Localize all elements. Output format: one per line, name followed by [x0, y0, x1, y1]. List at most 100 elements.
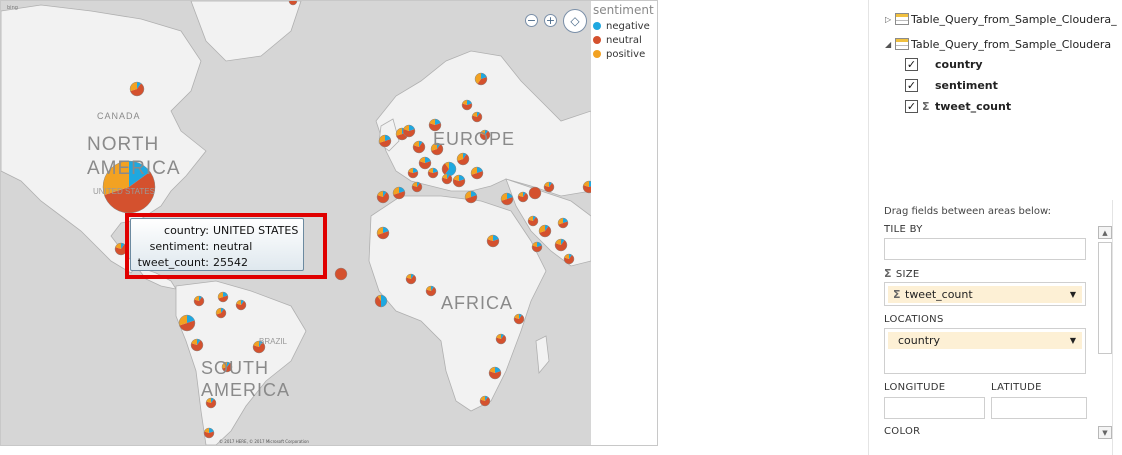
country-bubble[interactable]: [528, 186, 542, 200]
bubble-slice: [480, 130, 485, 135]
navigate-icon[interactable]: ◇: [563, 9, 587, 33]
country-bubble[interactable]: [527, 215, 539, 227]
country-bubble[interactable]: [557, 217, 569, 229]
country-bubble[interactable]: [392, 186, 406, 200]
country-bubble[interactable]: [471, 111, 483, 123]
table-item-1[interactable]: ▷ Table_Query_from_Sample_Cloudera_: [885, 10, 1122, 28]
tooltip-row-sentiment: sentiment: neutral: [131, 239, 303, 255]
country-bubble[interactable]: [464, 190, 478, 204]
expand-arrow-icon[interactable]: ▷: [885, 14, 892, 24]
country-bubble[interactable]: [374, 294, 388, 308]
bubble-outline: [215, 307, 227, 319]
country-bubble[interactable]: [513, 313, 525, 325]
locations-drop-zone[interactable]: country ▼: [884, 328, 1086, 374]
collapse-arrow-icon[interactable]: ◢: [885, 39, 892, 49]
label-south-america: SOUTH AMERICA: [201, 358, 291, 400]
country-bubble[interactable]: [334, 267, 348, 281]
field-tweet-count[interactable]: ✓ Σ tweet_count: [905, 97, 1011, 115]
country-bubble[interactable]: [221, 361, 233, 373]
bubble-slice: [253, 342, 265, 353]
country-bubble[interactable]: [376, 226, 390, 240]
country-bubble[interactable]: [205, 397, 217, 409]
zoom-out-button[interactable]: −: [525, 14, 538, 27]
country-bubble[interactable]: [215, 307, 227, 319]
country-bubble[interactable]: [470, 166, 484, 180]
bubble-outline: [221, 361, 233, 373]
country-bubble[interactable]: [235, 299, 247, 311]
table-item-2[interactable]: ◢ Table_Query_from_Sample_Cloudera: [885, 35, 1122, 53]
country-bubble[interactable]: [407, 167, 419, 179]
country-bubble[interactable]: [178, 314, 196, 332]
field-country[interactable]: ✓ country: [905, 55, 983, 73]
country-bubbles[interactable]: [102, 1, 591, 439]
country-bubble[interactable]: [474, 72, 488, 86]
country-bubble[interactable]: [102, 160, 156, 214]
color-label: COLOR: [884, 426, 921, 437]
country-bubble[interactable]: [129, 81, 145, 97]
dropdown-arrow-icon[interactable]: ▼: [1069, 336, 1076, 345]
country-bubble[interactable]: [456, 152, 470, 166]
bubble-slice: [236, 300, 241, 305]
latitude-drop-zone[interactable]: [991, 397, 1087, 419]
country-bubble[interactable]: [405, 273, 417, 285]
country-bubble[interactable]: [452, 174, 466, 188]
country-bubble[interactable]: [488, 366, 502, 380]
country-bubble[interactable]: [538, 224, 552, 238]
country-bubble[interactable]: [190, 338, 204, 352]
legend-label: positive: [606, 48, 646, 60]
bubble-slice: [223, 292, 228, 297]
zoom-in-button[interactable]: +: [544, 14, 557, 27]
country-bubble[interactable]: [479, 395, 491, 407]
country-bubble[interactable]: [479, 129, 491, 141]
country-bubble[interactable]: [376, 190, 390, 204]
country-bubble[interactable]: [563, 253, 575, 265]
scroll-up-icon[interactable]: ▲: [1098, 226, 1112, 239]
map-canvas[interactable]: bing CANADA NORTH AMERICA UNITED STATES …: [1, 1, 591, 445]
country-bubble[interactable]: [554, 238, 568, 252]
country-bubble[interactable]: [531, 241, 543, 253]
bubble-slice: [477, 112, 480, 117]
tile-by-drop-zone[interactable]: [884, 238, 1086, 260]
country-bubble[interactable]: [486, 234, 500, 248]
country-bubble[interactable]: [203, 427, 215, 439]
bubble-slice: [489, 367, 495, 373]
field-checkbox[interactable]: ✓: [905, 99, 918, 113]
country-bubble[interactable]: [402, 124, 416, 138]
country-bubble[interactable]: [193, 295, 205, 307]
field-sentiment[interactable]: ✓ sentiment: [905, 76, 998, 94]
bubble-slice: [259, 341, 263, 347]
country-bubble[interactable]: [500, 192, 514, 206]
country-bubble[interactable]: [418, 156, 432, 170]
areas-scrollbar[interactable]: ▲ ▼: [1098, 226, 1114, 454]
country-bubble[interactable]: [461, 99, 473, 111]
bubble-outline: [461, 99, 473, 111]
scroll-down-icon[interactable]: ▼: [1098, 426, 1112, 439]
country-bubble[interactable]: [217, 291, 229, 303]
bubble-slice: [377, 295, 381, 301]
country-bubble[interactable]: [378, 134, 392, 148]
country-bubble[interactable]: [411, 181, 423, 193]
bubble-slice: [583, 181, 589, 187]
locations-field-chip[interactable]: country ▼: [888, 332, 1082, 349]
country-bubble[interactable]: [517, 191, 529, 203]
country-bubble[interactable]: [430, 142, 444, 156]
field-checkbox[interactable]: ✓: [905, 57, 918, 71]
country-bubble[interactable]: [428, 118, 442, 132]
dropdown-arrow-icon[interactable]: ▼: [1069, 290, 1076, 299]
field-checkbox[interactable]: ✓: [905, 78, 918, 92]
country-bubble[interactable]: [252, 340, 266, 354]
size-field-chip[interactable]: Σ tweet_count ▼: [888, 286, 1082, 303]
country-bubble[interactable]: [543, 181, 555, 193]
country-bubble[interactable]: [425, 285, 437, 297]
bubble-slice: [191, 339, 197, 345]
country-bubble[interactable]: [441, 161, 457, 177]
country-bubble[interactable]: [582, 180, 591, 194]
country-bubble[interactable]: [495, 333, 507, 345]
longitude-drop-zone[interactable]: [884, 397, 985, 419]
size-drop-zone[interactable]: Σ tweet_count ▼: [884, 282, 1086, 306]
scroll-thumb[interactable]: [1098, 242, 1112, 354]
country-bubble[interactable]: [288, 1, 298, 6]
country-bubble[interactable]: [427, 167, 439, 179]
country-bubble[interactable]: [412, 140, 426, 154]
country-bubble[interactable]: [441, 173, 453, 185]
